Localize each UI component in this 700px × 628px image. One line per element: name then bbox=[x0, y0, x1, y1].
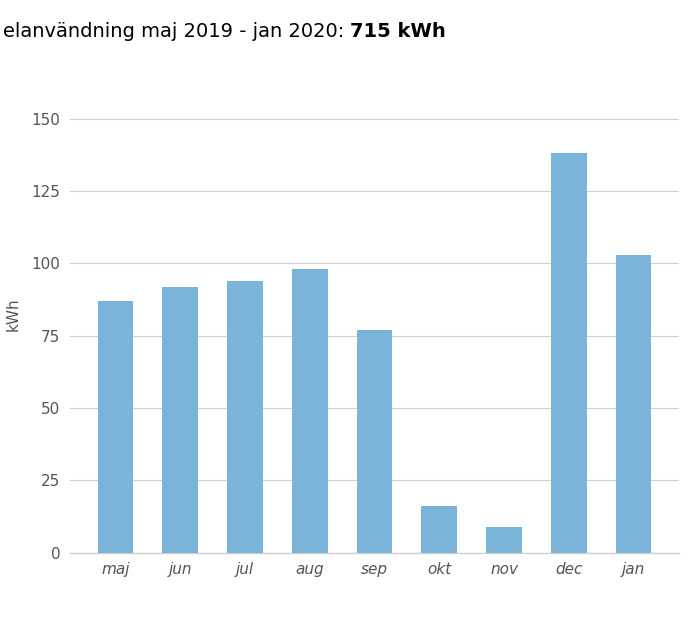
Bar bbox=[421, 506, 457, 553]
Text: Fakturerad elanvändning maj 2019 - jan 2020:: Fakturerad elanvändning maj 2019 - jan 2… bbox=[0, 22, 350, 41]
Bar bbox=[551, 153, 587, 553]
Bar bbox=[486, 527, 522, 553]
Bar bbox=[228, 281, 262, 553]
Bar bbox=[616, 255, 651, 553]
Bar bbox=[292, 269, 328, 553]
Bar bbox=[98, 301, 133, 553]
Text: Fakturerad elanvändning maj 2019 - jan 2020: 715 kWh: Fakturerad elanvändning maj 2019 - jan 2… bbox=[0, 627, 1, 628]
Text: 715 kWh: 715 kWh bbox=[350, 22, 446, 41]
Y-axis label: kWh: kWh bbox=[6, 297, 20, 331]
Bar bbox=[357, 330, 392, 553]
Bar bbox=[162, 286, 198, 553]
